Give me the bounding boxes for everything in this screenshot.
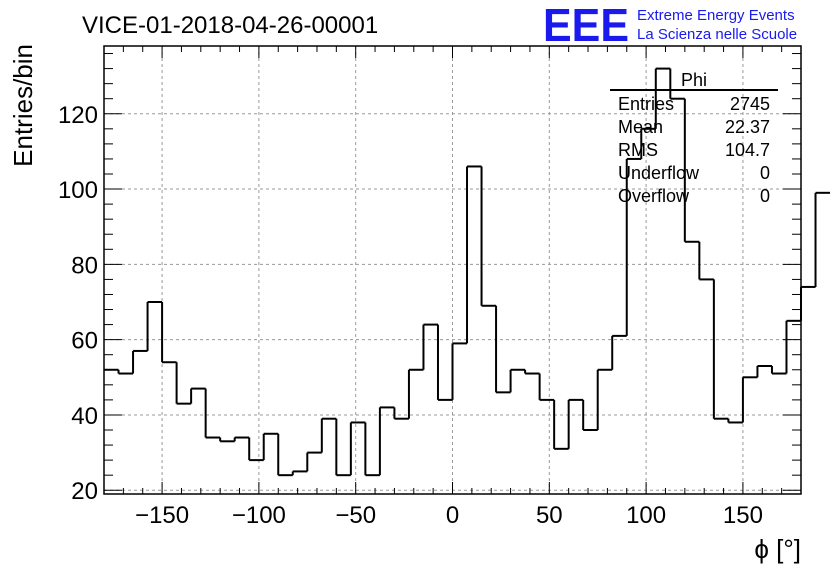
y-tick-label: 100	[58, 177, 98, 204]
x-tick-label: 100	[626, 502, 666, 529]
x-tick-label: 150	[723, 502, 763, 529]
y-axis-ticks	[104, 53, 801, 491]
x-tick-label: −100	[232, 502, 286, 529]
x-axis-tick-labels: −150 −100 −50 0 50 100 150	[135, 502, 763, 529]
stats-rms-label: RMS	[618, 140, 658, 160]
stats-entries-value: 2745	[730, 94, 770, 114]
eee-logo-mark: EEE	[543, 0, 629, 51]
stats-box-title: Phi	[681, 70, 707, 90]
stats-overflow-value: 0	[760, 186, 770, 206]
y-tick-label: 60	[71, 328, 98, 355]
eee-logo-line2: La Scienza nelle Scuole	[637, 26, 797, 43]
stats-mean-label: Mean	[618, 117, 663, 137]
grid-lines	[104, 46, 801, 494]
eee-logo-line1: Extreme Energy Events	[637, 7, 795, 24]
y-tick-label: 80	[71, 252, 98, 279]
histogram-layer	[104, 67, 831, 477]
x-tick-label: −50	[335, 502, 376, 529]
stats-underflow-value: 0	[760, 163, 770, 183]
y-tick-label: 20	[71, 478, 98, 505]
x-tick-label: −150	[135, 502, 189, 529]
x-axis-label: ϕ [°]	[754, 534, 801, 564]
stats-entries-label: Entries	[618, 94, 674, 114]
y-axis-tick-labels: 20 40 60 80 100 120	[58, 102, 98, 505]
stats-mean-value: 22.37	[725, 117, 770, 137]
y-tick-label: 120	[58, 102, 98, 129]
stats-box: Phi Entries 2745 Mean 22.37 RMS 104.7 Un…	[610, 70, 778, 206]
x-axis-ticks	[103, 46, 802, 494]
stats-overflow-label: Overflow	[618, 186, 690, 206]
y-tick-label: 40	[71, 403, 98, 430]
y-axis-label: Entries/bin	[8, 44, 38, 167]
plot-frame	[103, 45, 802, 495]
x-tick-label: 50	[536, 502, 563, 529]
chart-title: VICE-01-2018-04-26-00001	[82, 12, 378, 39]
x-tick-label: 0	[446, 502, 459, 529]
stats-rms-value: 104.7	[725, 140, 770, 160]
eee-logo: EEE Extreme Energy Events La Scienza nel…	[543, 0, 797, 51]
stats-underflow-label: Underflow	[618, 163, 700, 183]
